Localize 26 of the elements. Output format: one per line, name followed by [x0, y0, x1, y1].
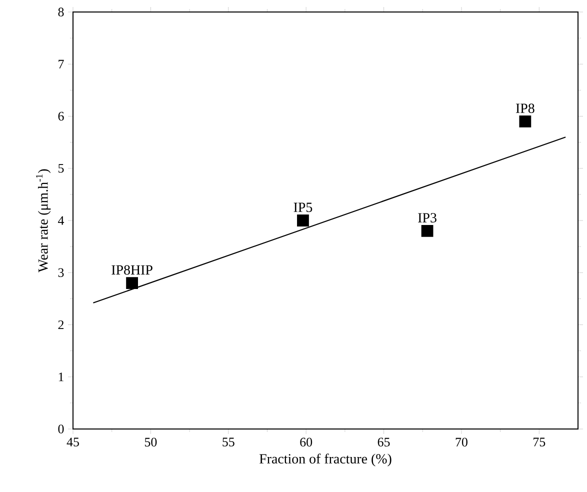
x-tick-label: 60	[300, 438, 312, 447]
point	[297, 214, 309, 226]
x-tick-label: 50	[144, 438, 157, 447]
annotation: IP8	[516, 104, 534, 114]
point	[519, 116, 532, 128]
y-tick-label: 3	[58, 268, 64, 277]
x-tick-label: 70	[456, 438, 468, 447]
y-tick-label: 6	[58, 112, 64, 121]
annotation: IP5	[294, 202, 312, 212]
x-tick-label: 65	[378, 438, 390, 446]
y-tick-label: 5	[58, 164, 64, 173]
y-tick-label: 0	[58, 424, 64, 434]
x-tick-label: 75	[534, 438, 546, 446]
x-axis-title: Fraction of fracture (%)	[260, 454, 392, 466]
y-tick-label: 4	[58, 216, 64, 225]
y-tick-label: 1	[58, 372, 64, 382]
y-axis-title: Wear rate (μm.h$^{-1}$)	[36, 169, 51, 272]
y-tick-label: 7	[58, 60, 64, 68]
point	[126, 277, 138, 289]
y-tick-label: 2	[58, 320, 64, 330]
y-tick-label: 8	[58, 8, 64, 16]
x-tick-label: 55	[222, 438, 234, 446]
x-tick-label: 45	[66, 438, 79, 446]
point	[421, 224, 434, 237]
annotation: IP3	[418, 213, 436, 222]
annotation: IP8HIP	[112, 265, 152, 275]
